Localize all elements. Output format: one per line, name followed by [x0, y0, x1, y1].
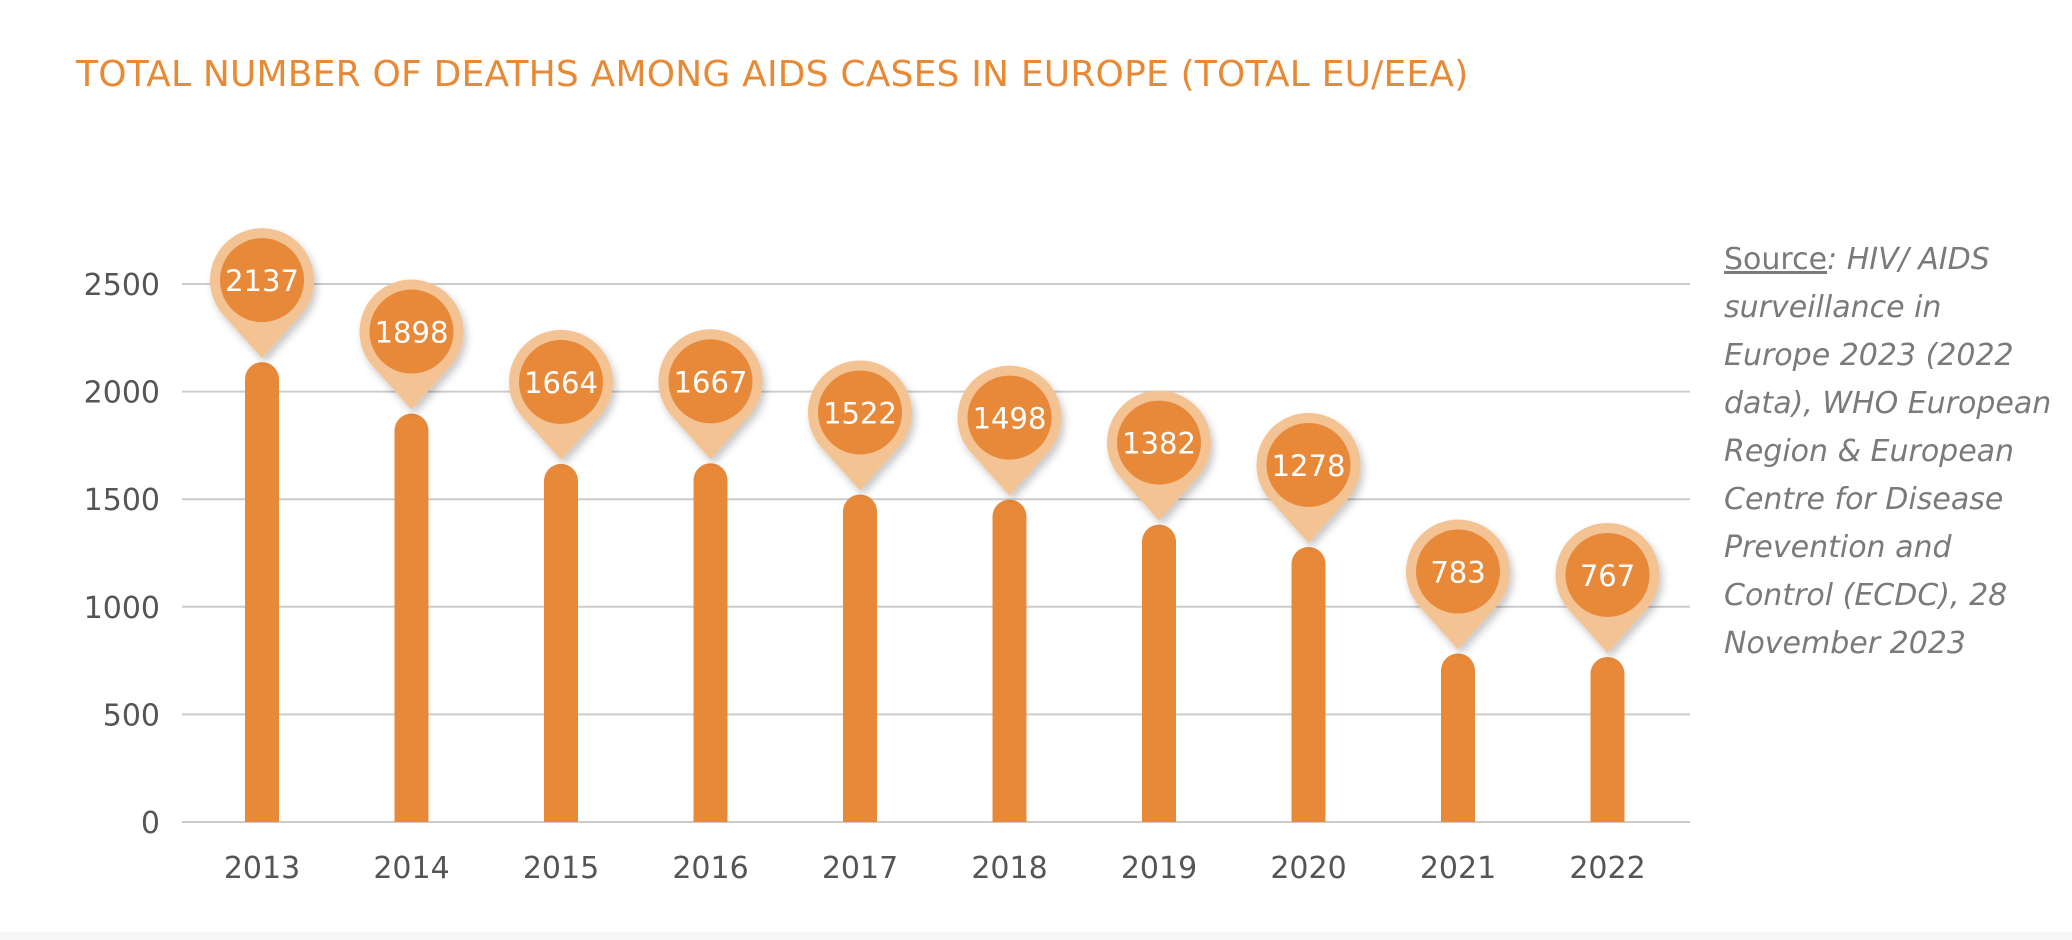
- bar-group: 1898: [359, 279, 464, 822]
- bar: [1291, 546, 1326, 822]
- x-tick-label: 2014: [373, 851, 449, 886]
- data-label: 1664: [524, 366, 598, 400]
- x-tick-label: 2022: [1569, 851, 1645, 886]
- x-tick-label: 2018: [971, 851, 1047, 886]
- bottom-strip: [0, 932, 2072, 940]
- bar: [843, 494, 877, 822]
- bar-base: [544, 788, 578, 822]
- bar-group: 783: [1406, 519, 1511, 822]
- x-tick-label: 2017: [822, 851, 898, 886]
- bar: [1441, 653, 1475, 822]
- pin-marker-inner: [1416, 529, 1500, 614]
- bar-group: 767: [1555, 522, 1660, 822]
- chart-title: TOTAL NUMBER OF DEATHS AMONG AIDS CASES …: [76, 54, 1469, 95]
- source-label: Source: [1724, 242, 1828, 277]
- y-tick-label: 0: [141, 806, 160, 841]
- bar: [992, 499, 1027, 822]
- bar-base: [1142, 788, 1176, 822]
- grid-lines: [182, 283, 1690, 823]
- bar: [693, 463, 728, 822]
- pin-marker-inner: [668, 339, 753, 424]
- bar: [1590, 656, 1625, 822]
- bar-base: [1590, 788, 1625, 822]
- bar-group: 2137: [210, 228, 314, 822]
- data-label: 1667: [674, 365, 748, 399]
- y-tick-label: 1500: [84, 483, 160, 518]
- bars: 2137 1898 1664 1667 1522 1498 1382 1278 783 767: [210, 228, 1660, 822]
- source-text: : HIV/ AIDS surveillance in Europe 2023 …: [1724, 242, 2052, 661]
- pin-marker-inner: [967, 375, 1052, 460]
- data-label: 783: [1430, 555, 1485, 589]
- bar-base: [1441, 788, 1475, 822]
- x-tick-label: 2020: [1270, 851, 1346, 886]
- data-label: 1278: [1272, 449, 1346, 483]
- y-tick-label: 1000: [84, 591, 160, 626]
- y-tick-label: 500: [103, 698, 160, 733]
- bar-group: 1278: [1256, 412, 1361, 822]
- y-tick-label: 2000: [84, 376, 160, 411]
- bar: [245, 362, 279, 822]
- pin-marker-inner: [818, 370, 902, 455]
- y-axis-tick-labels: 0 500 1000 1500 2000 2500: [84, 268, 160, 841]
- bar: [544, 463, 578, 822]
- bar-group: 1664: [509, 329, 614, 822]
- pin-marker-inner: [1565, 532, 1650, 617]
- pin-marker-inner: [519, 339, 603, 424]
- bar: [1142, 524, 1176, 822]
- bar-base: [245, 788, 279, 822]
- bar: [394, 413, 429, 822]
- pin-marker-inner: [1266, 422, 1351, 507]
- bar-chart: 0 500 1000 1500 2000 2500 2137 1898 1664 1667 152…: [84, 228, 1690, 886]
- data-label: 1382: [1122, 427, 1196, 461]
- x-axis-tick-labels: 2013 2014 2015 2016 2017 2018 2019 2020 2021 2022: [224, 851, 1646, 886]
- data-label: 2137: [225, 264, 299, 298]
- pin-marker-inner: [220, 238, 304, 323]
- bar-base: [394, 788, 429, 822]
- bar-group: 1522: [808, 360, 912, 822]
- bar-base: [843, 788, 877, 822]
- bar-group: 1498: [957, 365, 1062, 822]
- bar-group: 1667: [658, 329, 763, 822]
- pin-marker-inner: [369, 289, 454, 374]
- data-label: 1898: [375, 316, 449, 350]
- x-tick-label: 2016: [672, 851, 748, 886]
- y-tick-label: 2500: [84, 268, 160, 303]
- bar-group: 1382: [1107, 390, 1212, 822]
- x-tick-label: 2021: [1420, 851, 1496, 886]
- source-note: Source: HIV/ AIDS surveillance in Europe…: [1724, 236, 2054, 668]
- data-label: 1522: [823, 396, 897, 430]
- bar-base: [1291, 788, 1326, 822]
- bar-base: [693, 788, 728, 822]
- x-tick-label: 2019: [1121, 851, 1197, 886]
- data-label: 1498: [973, 402, 1047, 436]
- x-tick-label: 2015: [523, 851, 599, 886]
- data-label: 767: [1580, 559, 1635, 593]
- pin-marker-inner: [1117, 400, 1201, 485]
- x-tick-label: 2013: [224, 851, 300, 886]
- bar-base: [992, 788, 1027, 822]
